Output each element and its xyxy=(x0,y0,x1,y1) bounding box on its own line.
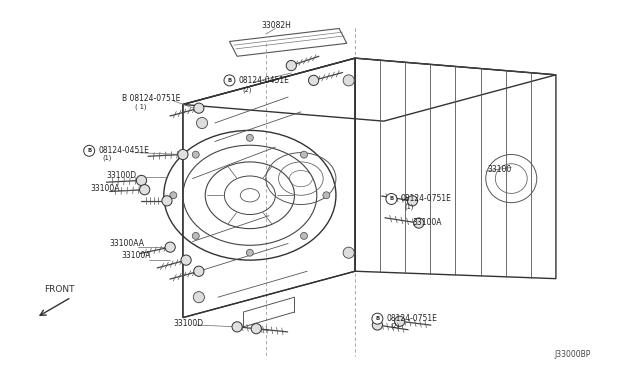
Text: 33100: 33100 xyxy=(487,165,511,174)
Circle shape xyxy=(140,185,150,195)
Circle shape xyxy=(170,192,177,199)
Circle shape xyxy=(192,232,199,239)
Circle shape xyxy=(165,242,175,252)
Circle shape xyxy=(84,145,95,156)
Text: 33100D: 33100D xyxy=(106,171,136,180)
Text: 08124-0751E: 08124-0751E xyxy=(401,195,451,203)
Circle shape xyxy=(372,320,383,330)
Text: 33100A: 33100A xyxy=(121,251,150,260)
Text: 08124-0751E: 08124-0751E xyxy=(387,314,437,323)
Circle shape xyxy=(343,75,355,86)
Circle shape xyxy=(181,255,191,265)
Circle shape xyxy=(286,61,296,71)
Circle shape xyxy=(343,247,355,258)
Circle shape xyxy=(246,134,253,141)
Circle shape xyxy=(300,232,307,239)
Circle shape xyxy=(178,150,188,160)
Circle shape xyxy=(224,75,235,86)
Text: FRONT: FRONT xyxy=(45,285,75,294)
Circle shape xyxy=(193,292,204,303)
Circle shape xyxy=(372,313,383,324)
Circle shape xyxy=(300,151,307,158)
Circle shape xyxy=(136,175,147,186)
Circle shape xyxy=(323,192,330,199)
Circle shape xyxy=(251,324,261,334)
Text: 33100A: 33100A xyxy=(90,185,120,193)
Text: B: B xyxy=(227,78,232,83)
Circle shape xyxy=(308,75,319,86)
Text: 33100D: 33100D xyxy=(173,320,204,328)
Text: B: B xyxy=(389,196,394,202)
Circle shape xyxy=(413,218,424,228)
Text: 33100A: 33100A xyxy=(412,218,442,227)
Circle shape xyxy=(386,193,397,205)
Circle shape xyxy=(232,322,242,332)
Text: (1): (1) xyxy=(102,155,111,161)
Circle shape xyxy=(194,103,204,113)
Text: (1): (1) xyxy=(404,203,413,210)
Text: ( 1): ( 1) xyxy=(135,103,147,110)
Circle shape xyxy=(395,316,405,326)
Circle shape xyxy=(246,249,253,256)
Circle shape xyxy=(196,118,207,129)
Circle shape xyxy=(192,151,199,158)
Text: J33000BP: J33000BP xyxy=(555,350,591,359)
Text: 33082H: 33082H xyxy=(261,22,291,31)
Circle shape xyxy=(194,266,204,276)
Text: B: B xyxy=(375,316,380,321)
Text: B: B xyxy=(87,148,92,153)
Text: B 08124-0751E: B 08124-0751E xyxy=(122,94,180,103)
Circle shape xyxy=(407,196,417,206)
Text: 33100AA: 33100AA xyxy=(109,239,145,248)
Text: (2): (2) xyxy=(390,323,399,329)
Text: 08124-0451E: 08124-0451E xyxy=(98,146,149,155)
Circle shape xyxy=(162,196,172,206)
Text: 08124-0451E: 08124-0451E xyxy=(238,76,289,85)
Text: (2): (2) xyxy=(242,86,252,93)
